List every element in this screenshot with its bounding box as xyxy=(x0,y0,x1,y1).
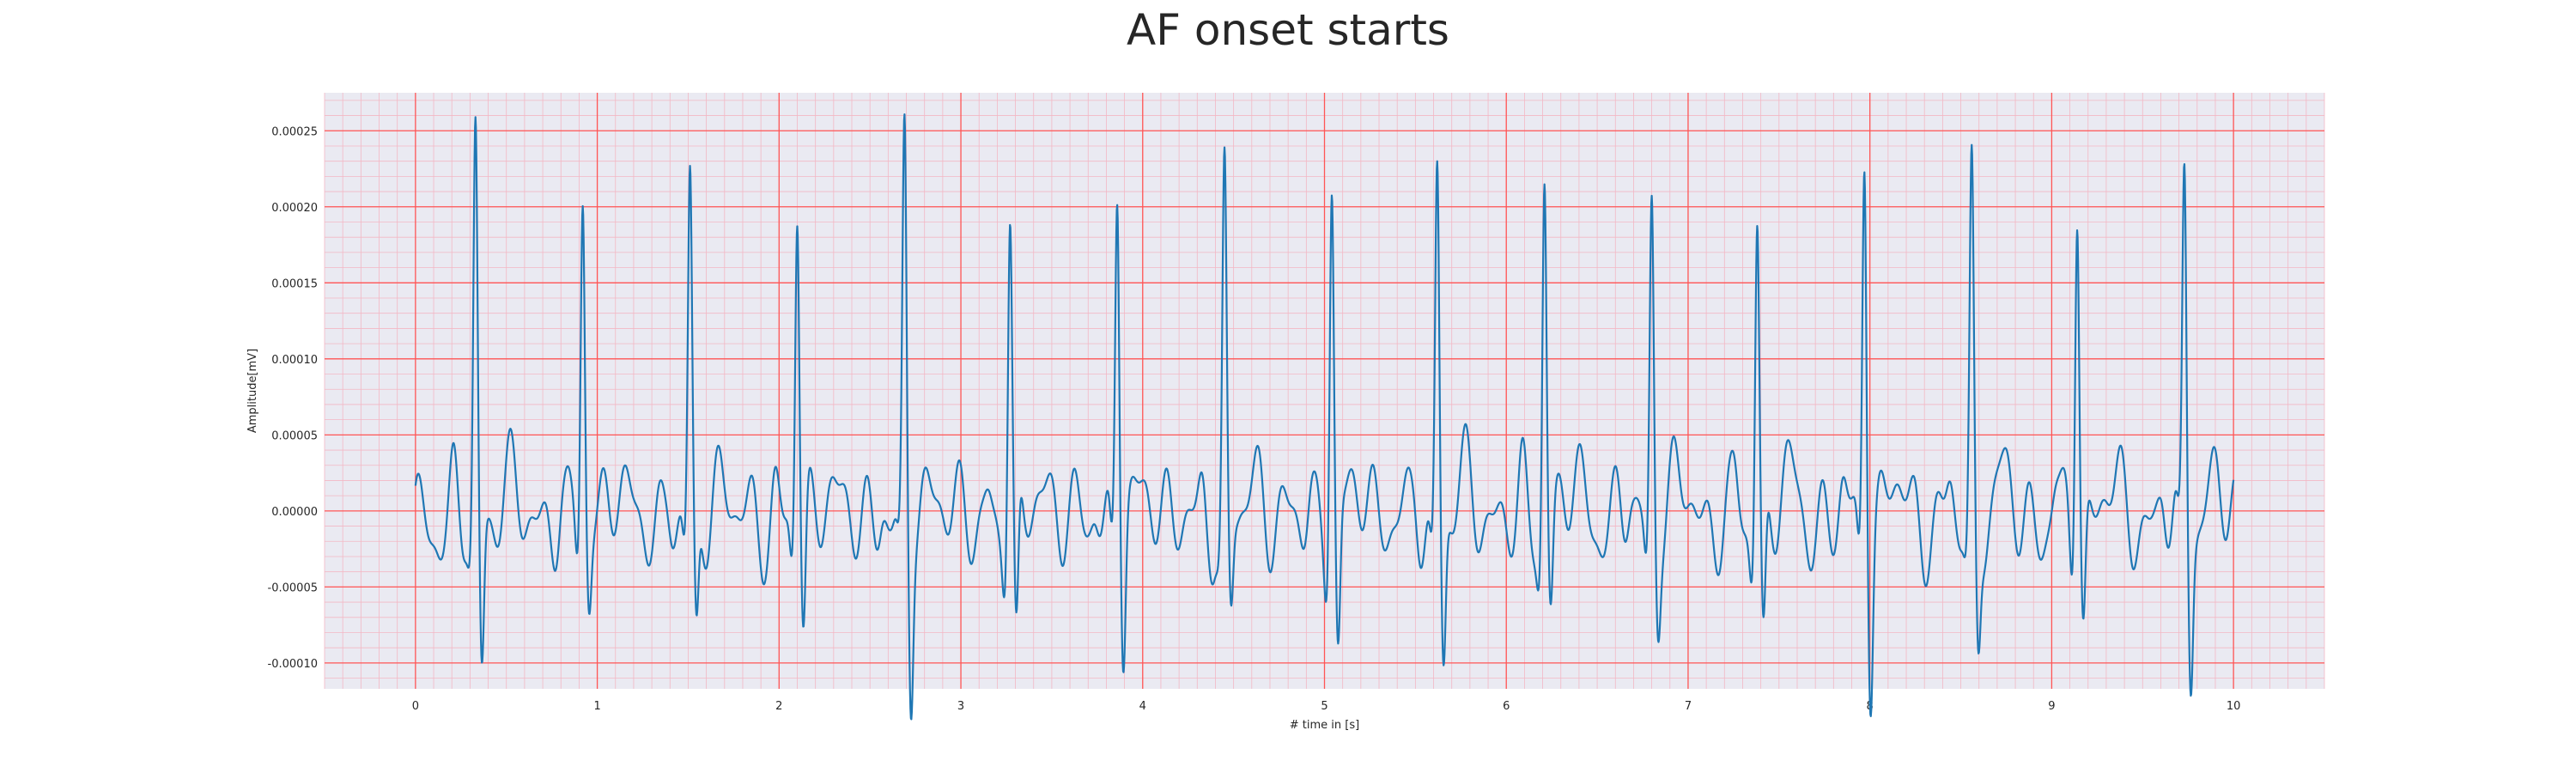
y-tick-label: -0.00005 xyxy=(268,581,318,594)
x-tick-label: 5 xyxy=(1321,700,1327,713)
x-tick-label: 7 xyxy=(1685,700,1692,713)
y-tick-label: 0.00010 xyxy=(271,354,318,367)
y-tick-label: 0.00000 xyxy=(271,506,318,519)
y-tick-label: 0.00025 xyxy=(271,125,318,138)
y-tick-label: 0.00015 xyxy=(271,277,318,290)
x-tick-label: 10 xyxy=(2227,700,2241,713)
x-axis-label: # time in [s] xyxy=(1290,719,1359,732)
ecg-series-line xyxy=(414,113,2235,721)
x-tick-label: 3 xyxy=(957,700,964,713)
y-axis-label: Amplitude[mV] xyxy=(246,349,259,433)
y-axis-ticks: -0.00010 -0.00005 0.00000 0.00005 0.00010 0.0… xyxy=(268,125,318,671)
x-axis-ticks: 0 1 2 3 4 5 6 7 8 9 10 xyxy=(412,700,2241,713)
y-tick-label: -0.00010 xyxy=(268,658,318,671)
y-tick-label: 0.00005 xyxy=(271,429,318,442)
x-tick-label: 0 xyxy=(412,700,419,713)
x-tick-label: 4 xyxy=(1139,700,1146,713)
x-tick-label: 9 xyxy=(2048,700,2055,713)
x-tick-label: 6 xyxy=(1503,700,1510,713)
x-tick-label: 1 xyxy=(593,700,600,713)
y-tick-label: 0.00020 xyxy=(271,202,318,215)
x-tick-label: 2 xyxy=(775,700,782,713)
chart-title: AF onset starts xyxy=(1127,5,1449,55)
